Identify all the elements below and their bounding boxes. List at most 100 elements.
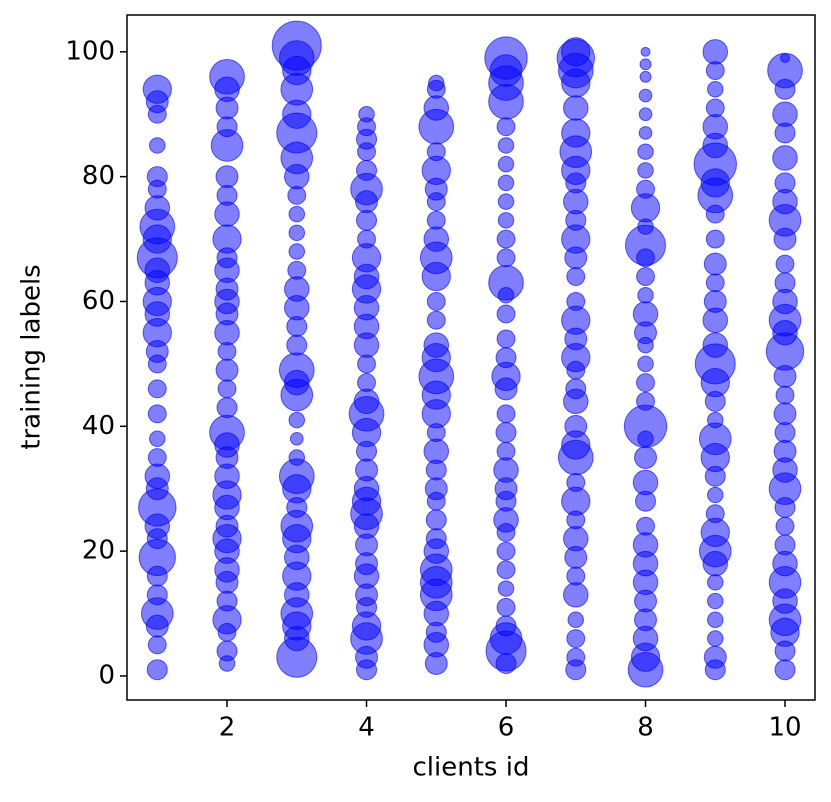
bubble xyxy=(278,352,315,388)
x-tick-label: 6 xyxy=(498,713,515,743)
bubble xyxy=(703,252,727,276)
bubble xyxy=(637,286,654,304)
bubble xyxy=(288,224,306,242)
bubble xyxy=(773,439,797,463)
bubble xyxy=(567,611,585,629)
bubble xyxy=(357,373,376,393)
bubble xyxy=(284,276,310,302)
bubble xyxy=(355,458,378,482)
bubble xyxy=(357,229,376,249)
bubble xyxy=(144,195,171,221)
bubble xyxy=(497,155,515,173)
bubble xyxy=(423,438,450,465)
bubble xyxy=(774,272,796,294)
bubble xyxy=(566,267,586,286)
bubble xyxy=(495,422,517,444)
bubble xyxy=(636,179,655,199)
bubble xyxy=(497,137,515,154)
bubble xyxy=(702,332,729,358)
bubble xyxy=(703,290,727,313)
bubble xyxy=(636,373,655,393)
bubble xyxy=(707,630,724,647)
bubble xyxy=(639,70,652,83)
bubble xyxy=(566,292,586,311)
bubble xyxy=(426,292,446,311)
bubble xyxy=(146,584,168,606)
bubble xyxy=(426,310,446,330)
bubble xyxy=(358,105,375,123)
bubble xyxy=(425,509,447,531)
bubble xyxy=(561,118,591,148)
bubble xyxy=(566,647,586,667)
bubble xyxy=(566,566,586,586)
bubble xyxy=(423,95,450,121)
bubble xyxy=(147,379,167,399)
y-tick-label: 80 xyxy=(82,161,115,191)
bubble xyxy=(705,504,725,524)
bubble xyxy=(216,397,238,419)
bubble xyxy=(637,143,654,160)
x-tick-label: 10 xyxy=(768,713,801,743)
bubble xyxy=(497,580,515,597)
bubble xyxy=(356,159,378,181)
bubble xyxy=(216,116,238,138)
bubble xyxy=(637,355,654,373)
bubble xyxy=(212,224,242,254)
x-tick-label: 4 xyxy=(358,713,375,743)
bubble xyxy=(563,95,589,121)
bubble xyxy=(423,226,450,252)
bubble xyxy=(638,107,653,122)
bubble xyxy=(215,358,239,382)
bubble xyxy=(774,422,796,444)
bubble xyxy=(149,137,166,154)
y-tick-label: 40 xyxy=(82,411,115,441)
bubble xyxy=(638,88,653,103)
bubble xyxy=(623,404,668,449)
bubble xyxy=(705,229,725,249)
bubble xyxy=(566,473,586,492)
bubble xyxy=(288,243,306,260)
bubble xyxy=(146,659,168,681)
bubble xyxy=(703,645,727,669)
bubble xyxy=(707,574,724,591)
bubble xyxy=(774,659,796,681)
bubble xyxy=(424,477,448,501)
bubble xyxy=(215,165,239,189)
bubble xyxy=(216,590,238,612)
bubble xyxy=(217,379,237,399)
bubble xyxy=(775,254,795,274)
bubble xyxy=(356,209,378,231)
bubble xyxy=(425,528,447,550)
bubble xyxy=(428,74,445,92)
bubble xyxy=(287,260,307,280)
bubble xyxy=(496,560,516,580)
bubble xyxy=(707,81,724,98)
bubble xyxy=(496,441,516,461)
bubble xyxy=(353,388,380,415)
bubble xyxy=(496,304,516,324)
y-tick-label: 60 xyxy=(82,286,115,316)
bubble xyxy=(636,391,655,411)
bubble xyxy=(496,248,516,268)
bubble xyxy=(496,229,516,249)
y-axis-label: training labels xyxy=(17,264,47,449)
bubble xyxy=(149,430,166,448)
bubble xyxy=(565,378,587,400)
bubble xyxy=(147,404,167,424)
bubble xyxy=(632,301,659,327)
bubble xyxy=(634,446,657,469)
bubble xyxy=(775,385,795,405)
bubble xyxy=(705,98,725,118)
bubble xyxy=(564,414,588,438)
bubble xyxy=(563,525,589,552)
bubble xyxy=(774,534,796,556)
bubble xyxy=(484,36,528,80)
bubble xyxy=(495,347,517,369)
bubble xyxy=(566,629,586,648)
bubble xyxy=(637,162,654,179)
x-axis-label: clients id xyxy=(413,753,530,783)
bubble xyxy=(497,174,515,192)
bubble xyxy=(775,516,795,536)
y-tick-label: 100 xyxy=(65,36,115,66)
bubble xyxy=(496,329,516,349)
